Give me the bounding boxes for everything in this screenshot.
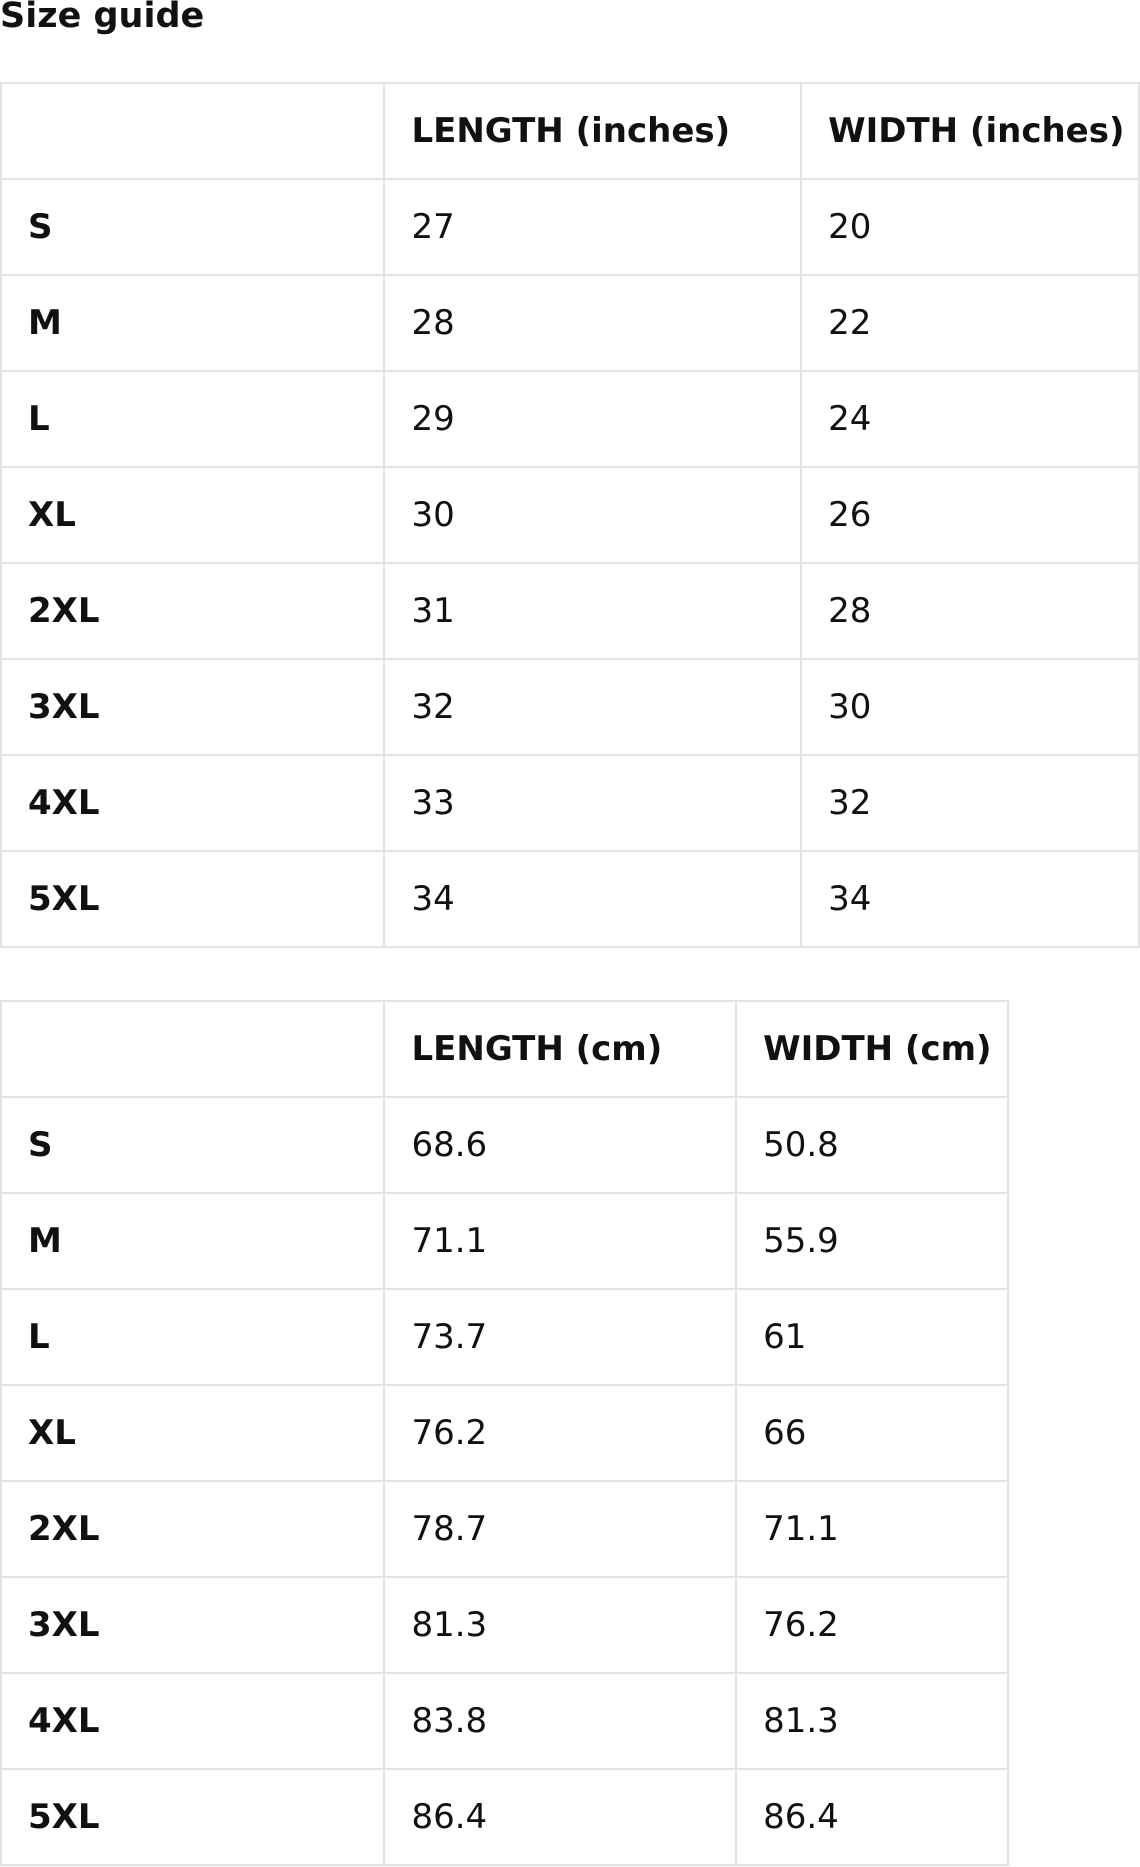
- width-value: 86.4: [735, 1768, 1009, 1866]
- length-value: 83.8: [383, 1672, 738, 1770]
- length-value: 27: [383, 178, 803, 276]
- width-value: 32: [800, 754, 1140, 852]
- width-value: 81.3: [735, 1672, 1009, 1770]
- length-value: 81.3: [383, 1576, 738, 1674]
- size-label: 5XL: [0, 1768, 386, 1866]
- size-label: 3XL: [0, 658, 386, 756]
- table-row: 4XL 83.8 81.3: [0, 1672, 1009, 1770]
- width-value: 22: [800, 274, 1140, 372]
- length-value: 73.7: [383, 1288, 738, 1386]
- table-row: 3XL 81.3 76.2: [0, 1576, 1009, 1674]
- size-label: 5XL: [0, 850, 386, 948]
- width-value: 26: [800, 466, 1140, 564]
- size-label: 4XL: [0, 754, 386, 852]
- length-value: 71.1: [383, 1192, 738, 1290]
- table-row: L 29 24: [0, 370, 1140, 468]
- width-value: 28: [800, 562, 1140, 660]
- size-table-cm: LENGTH (cm) WIDTH (cm) S 68.6 50.8 M 71.1 55.9…: [0, 1000, 1009, 1866]
- size-label: M: [0, 1192, 386, 1290]
- length-value: 86.4: [383, 1768, 738, 1866]
- size-label: L: [0, 1288, 386, 1386]
- size-label: L: [0, 370, 386, 468]
- width-value: 55.9: [735, 1192, 1009, 1290]
- length-value: 68.6: [383, 1096, 738, 1194]
- table-row: 2XL 78.7 71.1: [0, 1480, 1009, 1578]
- width-value: 71.1: [735, 1480, 1009, 1578]
- table-row: S 27 20: [0, 178, 1140, 276]
- table-row: M 28 22: [0, 274, 1140, 372]
- length-value: 28: [383, 274, 803, 372]
- size-label: S: [0, 178, 386, 276]
- size-label: XL: [0, 466, 386, 564]
- length-value: 30: [383, 466, 803, 564]
- length-value: 33: [383, 754, 803, 852]
- size-label: 3XL: [0, 1576, 386, 1674]
- table-row: 5XL 86.4 86.4: [0, 1768, 1009, 1866]
- table-row: M 71.1 55.9: [0, 1192, 1009, 1290]
- size-label: 2XL: [0, 562, 386, 660]
- size-label: 4XL: [0, 1672, 386, 1770]
- length-value: 31: [383, 562, 803, 660]
- width-value: 50.8: [735, 1096, 1009, 1194]
- size-label: XL: [0, 1384, 386, 1482]
- column-header: LENGTH (inches): [383, 82, 803, 180]
- width-value: 34: [800, 850, 1140, 948]
- table-row: 3XL 32 30: [0, 658, 1140, 756]
- table-row: 5XL 34 34: [0, 850, 1140, 948]
- column-header: [0, 82, 386, 180]
- size-label: S: [0, 1096, 386, 1194]
- column-header: WIDTH (inches): [800, 82, 1140, 180]
- length-value: 78.7: [383, 1480, 738, 1578]
- width-value: 30: [800, 658, 1140, 756]
- table-row: S 68.6 50.8: [0, 1096, 1009, 1194]
- width-value: 24: [800, 370, 1140, 468]
- table-header-row: LENGTH (inches) WIDTH (inches): [0, 82, 1140, 180]
- table-row: 4XL 33 32: [0, 754, 1140, 852]
- size-label: 2XL: [0, 1480, 386, 1578]
- size-table-inches: LENGTH (inches) WIDTH (inches) S 27 20 M 28 22…: [0, 82, 1140, 948]
- table-row: 2XL 31 28: [0, 562, 1140, 660]
- length-value: 29: [383, 370, 803, 468]
- size-label: M: [0, 274, 386, 372]
- table-row: XL 30 26: [0, 466, 1140, 564]
- table-row: XL 76.2 66: [0, 1384, 1009, 1482]
- table-header-row: LENGTH (cm) WIDTH (cm): [0, 1000, 1009, 1098]
- column-header: WIDTH (cm): [735, 1000, 1009, 1098]
- length-value: 34: [383, 850, 803, 948]
- page-title: Size guide: [0, 0, 205, 36]
- width-value: 61: [735, 1288, 1009, 1386]
- width-value: 66: [735, 1384, 1009, 1482]
- column-header: [0, 1000, 386, 1098]
- length-value: 32: [383, 658, 803, 756]
- width-value: 20: [800, 178, 1140, 276]
- column-header: LENGTH (cm): [383, 1000, 738, 1098]
- width-value: 76.2: [735, 1576, 1009, 1674]
- table-row: L 73.7 61: [0, 1288, 1009, 1386]
- length-value: 76.2: [383, 1384, 738, 1482]
